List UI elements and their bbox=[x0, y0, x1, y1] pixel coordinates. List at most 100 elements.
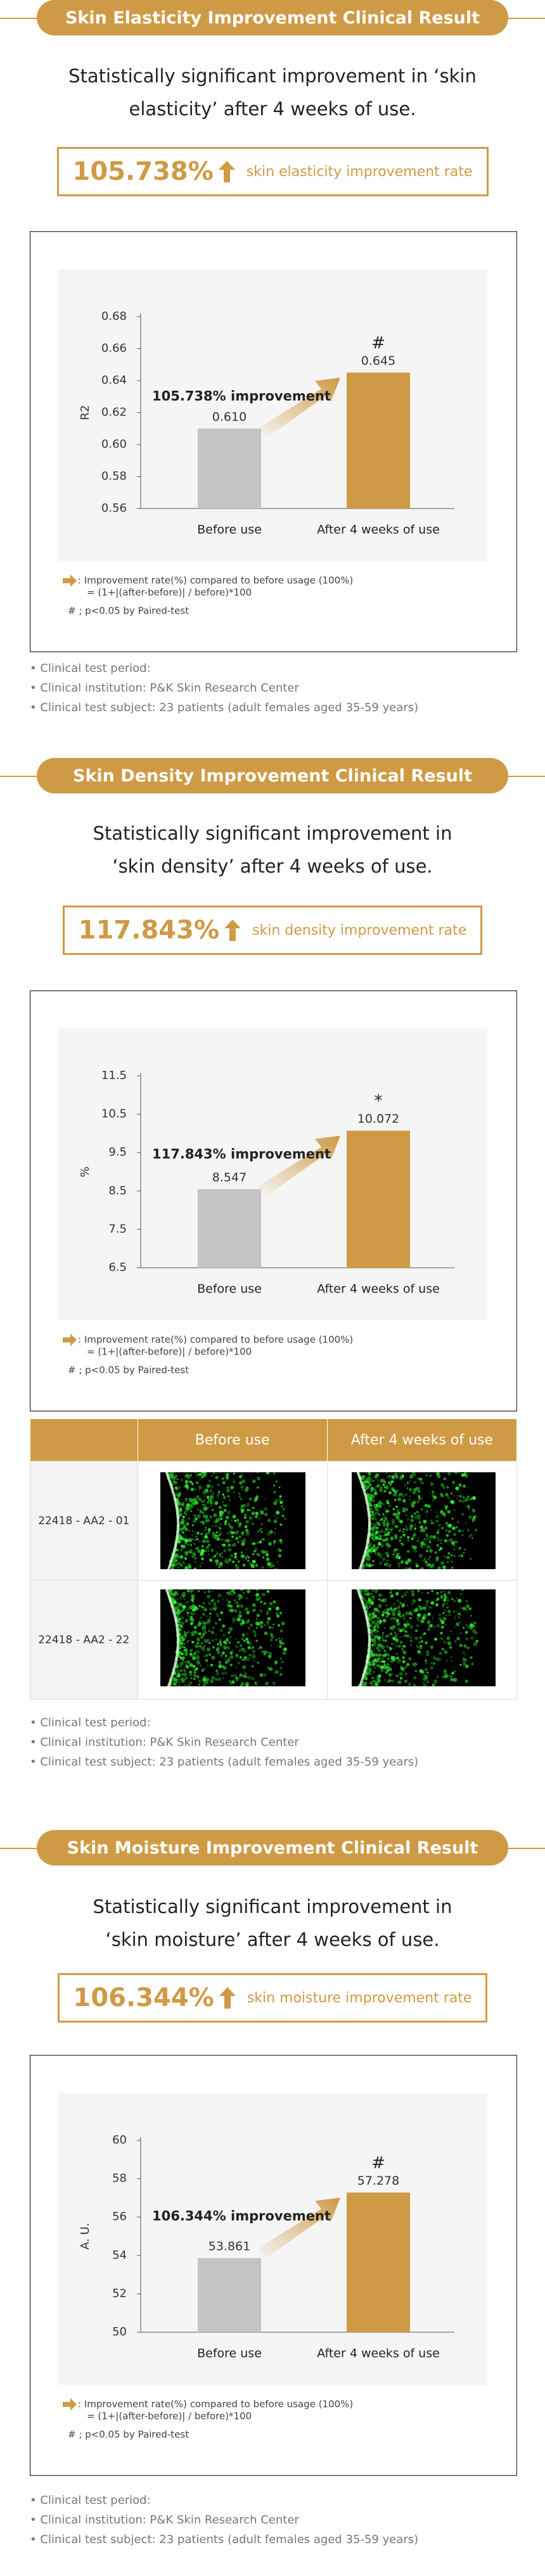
image-edge bbox=[363, 1610, 366, 1611]
image-dot bbox=[278, 1639, 283, 1643]
image-dot bbox=[220, 1654, 223, 1657]
image-edge bbox=[168, 1566, 171, 1567]
image-dot bbox=[394, 1472, 398, 1477]
image-dot bbox=[237, 1522, 240, 1525]
image-dot bbox=[465, 1474, 469, 1478]
image-dot bbox=[430, 1662, 432, 1664]
image-dot bbox=[381, 1669, 384, 1672]
image-dot bbox=[459, 1664, 462, 1666]
image-dot bbox=[201, 1620, 204, 1623]
image-dot bbox=[376, 1484, 380, 1487]
image-dot bbox=[433, 1563, 435, 1565]
image-dot bbox=[444, 1556, 446, 1558]
image-dot bbox=[221, 1624, 226, 1628]
image-dot bbox=[444, 1596, 447, 1599]
image-dot bbox=[369, 1624, 372, 1626]
image-dot bbox=[427, 1612, 431, 1616]
image-dot bbox=[222, 1645, 224, 1648]
image-dot bbox=[233, 1674, 237, 1678]
image-dot bbox=[170, 1567, 174, 1569]
image-dot bbox=[447, 1603, 449, 1605]
image-edge bbox=[367, 1654, 370, 1655]
image-dot bbox=[375, 1641, 377, 1644]
image-dot bbox=[189, 1631, 192, 1634]
image-dot bbox=[440, 1510, 444, 1513]
image-dot bbox=[193, 1502, 196, 1505]
image-dot bbox=[250, 1563, 254, 1567]
image-dot bbox=[376, 1646, 380, 1650]
image-edge bbox=[361, 1601, 364, 1602]
image-dot bbox=[465, 1608, 468, 1611]
image-edge bbox=[366, 1619, 369, 1620]
image-dot bbox=[215, 1531, 218, 1534]
image-dot bbox=[429, 1549, 433, 1553]
image-dot bbox=[186, 1612, 189, 1615]
image-edge bbox=[169, 1678, 172, 1679]
image-edge bbox=[167, 1476, 170, 1477]
image-dot bbox=[199, 1509, 202, 1511]
image-dot bbox=[240, 1555, 243, 1558]
image-dot bbox=[196, 1475, 198, 1477]
image-dot bbox=[193, 1665, 196, 1669]
image-dot bbox=[415, 1511, 418, 1513]
image-dot bbox=[210, 1664, 214, 1667]
image-dot bbox=[380, 1561, 382, 1563]
image-edge bbox=[169, 1602, 172, 1603]
image-dot bbox=[180, 1669, 183, 1672]
image-dot bbox=[267, 1654, 272, 1658]
image-dot bbox=[186, 1503, 190, 1507]
image-dot bbox=[382, 1610, 385, 1613]
image-dot bbox=[426, 1674, 429, 1677]
image-dot bbox=[193, 1651, 197, 1656]
image-dot bbox=[207, 1641, 209, 1643]
x-tick-label: After 4 weeks of use bbox=[317, 523, 440, 537]
image-dot bbox=[389, 1679, 392, 1682]
image-dot bbox=[449, 1498, 451, 1500]
image-dot bbox=[468, 1515, 472, 1519]
image-dot bbox=[252, 1646, 255, 1648]
image-dot bbox=[233, 1609, 238, 1613]
image-dot bbox=[238, 1598, 241, 1600]
image-dot bbox=[387, 1634, 390, 1637]
image-dot bbox=[242, 1676, 245, 1678]
image-dot bbox=[176, 1675, 178, 1677]
image-edge bbox=[176, 1632, 179, 1634]
image-dot bbox=[437, 1566, 441, 1569]
image-dot bbox=[252, 1479, 256, 1484]
image-dot bbox=[451, 1481, 455, 1484]
image-dot bbox=[235, 1558, 238, 1560]
image-dot bbox=[420, 1670, 424, 1674]
image-dot bbox=[248, 1509, 252, 1512]
chart-frame bbox=[30, 231, 517, 652]
image-dot bbox=[189, 1501, 191, 1503]
image-dot bbox=[204, 1504, 207, 1507]
image-dot bbox=[457, 1521, 459, 1523]
rate-wrap: 105.738% skin elasticity improvement rate bbox=[0, 147, 545, 196]
image-dot bbox=[426, 1592, 429, 1594]
image-dot bbox=[178, 1624, 180, 1627]
image-dot bbox=[182, 1608, 185, 1612]
image-edge bbox=[357, 1472, 359, 1474]
image-dot bbox=[442, 1605, 444, 1607]
image-dot bbox=[438, 1657, 442, 1662]
image-dot bbox=[183, 1669, 186, 1671]
image-dot bbox=[411, 1603, 414, 1606]
image-dot bbox=[263, 1650, 267, 1655]
image-dot bbox=[245, 1531, 250, 1536]
image-edge bbox=[175, 1506, 178, 1508]
image-dot bbox=[210, 1600, 213, 1602]
image-dot bbox=[203, 1667, 205, 1670]
image-dot bbox=[448, 1613, 451, 1616]
image-dot bbox=[422, 1606, 426, 1610]
image-dot bbox=[392, 1637, 396, 1641]
image-dot bbox=[262, 1538, 265, 1541]
image-dot bbox=[384, 1639, 388, 1643]
image-dot bbox=[465, 1522, 467, 1525]
image-edge bbox=[357, 1589, 359, 1591]
image-dot bbox=[195, 1488, 196, 1490]
image-dot bbox=[174, 1562, 178, 1567]
value-label: 10.072 bbox=[357, 1112, 399, 1126]
image-edge bbox=[368, 1514, 371, 1515]
image-dot bbox=[204, 1535, 208, 1539]
image-dot bbox=[373, 1648, 375, 1651]
